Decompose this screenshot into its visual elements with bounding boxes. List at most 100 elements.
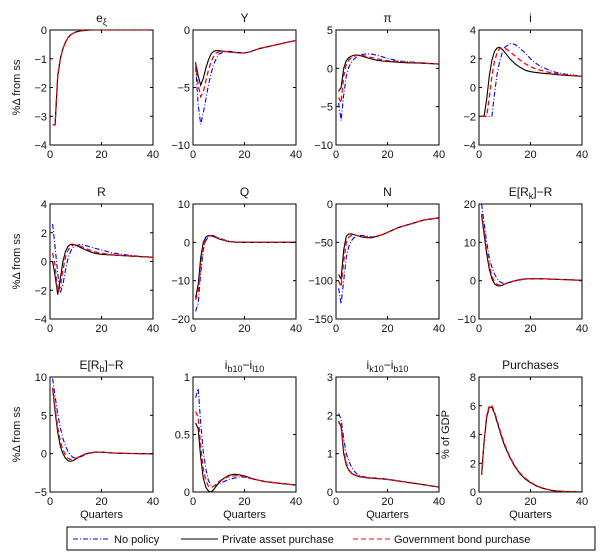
x-tick-label: 0 — [476, 149, 482, 161]
axes-box — [49, 29, 154, 146]
series-line-private-asset-purchase — [195, 234, 296, 299]
x-tick-label: 20 — [238, 496, 250, 508]
y-tick-label: −1 — [34, 54, 47, 66]
x-tick-label: 40 — [433, 149, 445, 161]
y-tick-label: 0 — [184, 237, 190, 249]
legend-label-no-policy: No policy — [114, 534, 160, 546]
subplot-title: Purchases — [502, 358, 559, 372]
y-axis-label: % of GDP — [440, 410, 452, 459]
y-tick-label: −20 — [171, 314, 190, 326]
y-tick-label: −4 — [34, 314, 47, 326]
y-tick-label: −5 — [34, 487, 47, 499]
y-tick-label: 4 — [470, 25, 476, 37]
axes-box — [478, 29, 583, 146]
y-tick-label: 1 — [184, 372, 190, 384]
y-tick-label: −10 — [314, 140, 333, 152]
axes-box — [335, 203, 440, 320]
series-line-government-bond-purchase — [480, 213, 582, 286]
y-tick-label: 10 — [35, 372, 47, 384]
y-tick-label: −10 — [171, 140, 190, 152]
series-line-government-bond-purchase — [337, 217, 439, 288]
x-tick-label: 40 — [433, 496, 445, 508]
legend-box — [66, 526, 596, 551]
x-tick-label: 20 — [95, 496, 107, 508]
y-tick-label: 2 — [41, 228, 47, 240]
x-tick-label: 20 — [238, 323, 250, 335]
x-tick-label: 40 — [290, 323, 302, 335]
y-tick-label: 4 — [41, 199, 47, 211]
x-tick-label: 0 — [190, 323, 196, 335]
x-axis-label: Quarters — [223, 509, 266, 521]
y-tick-label: −150 — [308, 314, 333, 326]
y-tick-label: 2 — [327, 410, 333, 422]
y-tick-label: −50 — [314, 237, 333, 249]
subplot-12: 0 20 40 0 2 4 6 8 Purchases % of GDP Quarters — [440, 358, 588, 521]
y-tick-label: −10 — [171, 276, 190, 288]
y-tick-label: −10 — [457, 314, 476, 326]
subplot-title: Q — [240, 185, 249, 199]
x-tick-label: 40 — [576, 496, 588, 508]
y-tick-label: 2 — [470, 54, 476, 66]
y-tick-label: −2 — [34, 83, 47, 95]
y-tick-label: 4 — [470, 430, 476, 442]
y-axis-label: %Δ from ss — [11, 406, 23, 462]
subplot-4: 0 20 40 −4 −2 0 2 4 i — [463, 11, 588, 161]
y-tick-label: 10 — [464, 237, 476, 249]
subplot-11: 0 20 40 0 1 2 3 ik10−ib10 Quarters — [327, 358, 445, 521]
x-tick-label: 0 — [47, 496, 53, 508]
y-tick-label: 0 — [470, 487, 476, 499]
series-line-government-bond-purchase — [480, 405, 582, 492]
x-tick-label: 0 — [476, 496, 482, 508]
x-tick-label: 20 — [524, 496, 536, 508]
y-tick-label: 0 — [327, 487, 333, 499]
x-tick-label: 0 — [333, 149, 339, 161]
axes-box — [335, 376, 440, 493]
subplot-title: Y — [240, 11, 248, 25]
subplot-title: eξ — [96, 11, 107, 27]
x-tick-label: 40 — [433, 323, 445, 335]
y-tick-label: 0.5 — [175, 430, 190, 442]
x-tick-label: 0 — [476, 323, 482, 335]
subplot-title: π — [383, 11, 391, 25]
y-tick-label: 0 — [41, 449, 47, 461]
x-tick-label: 20 — [524, 323, 536, 335]
subplot-title: R — [97, 185, 106, 199]
series-line-private-asset-purchase — [481, 46, 582, 117]
y-tick-label: −4 — [34, 140, 47, 152]
subplot-title: i — [529, 11, 532, 25]
y-axis-label: %Δ from ss — [11, 59, 23, 115]
x-tick-label: 20 — [524, 149, 536, 161]
series-line-private-asset-purchase — [52, 30, 153, 126]
axes-box — [192, 376, 297, 493]
y-tick-label: −100 — [308, 276, 333, 288]
x-tick-label: 40 — [290, 496, 302, 508]
x-axis-label: Quarters — [509, 509, 552, 521]
x-tick-label: 0 — [333, 496, 339, 508]
series-line-no-policy — [481, 43, 582, 117]
x-tick-label: 40 — [147, 496, 159, 508]
y-tick-label: 20 — [464, 199, 476, 211]
x-tick-label: 40 — [147, 149, 159, 161]
axes-box — [192, 29, 297, 146]
x-axis-label: Quarters — [80, 509, 123, 521]
x-tick-label: 20 — [95, 323, 107, 335]
series-line-private-asset-purchase — [52, 243, 153, 295]
x-tick-label: 0 — [47, 323, 53, 335]
series-line-government-bond-purchase — [51, 244, 153, 294]
y-axis-label: %Δ from ss — [11, 233, 23, 289]
axes-box — [49, 376, 154, 493]
series-line-no-policy — [195, 39, 296, 125]
subplot-10: 0 20 40 0 0.5 1 ib10−il10 Quarters — [175, 358, 302, 521]
subplot-title: E[Rb]−R — [79, 358, 123, 374]
series-line-government-bond-purchase — [51, 387, 153, 461]
series-line-government-bond-purchase — [338, 422, 439, 488]
axes-box — [49, 203, 154, 320]
x-tick-label: 20 — [238, 149, 250, 161]
x-tick-label: 0 — [333, 323, 339, 335]
subplot-title: ik10−ib10 — [367, 358, 409, 374]
series-line-government-bond-purchase — [481, 47, 582, 117]
subplot-title: E[Rk]−R — [509, 185, 553, 201]
